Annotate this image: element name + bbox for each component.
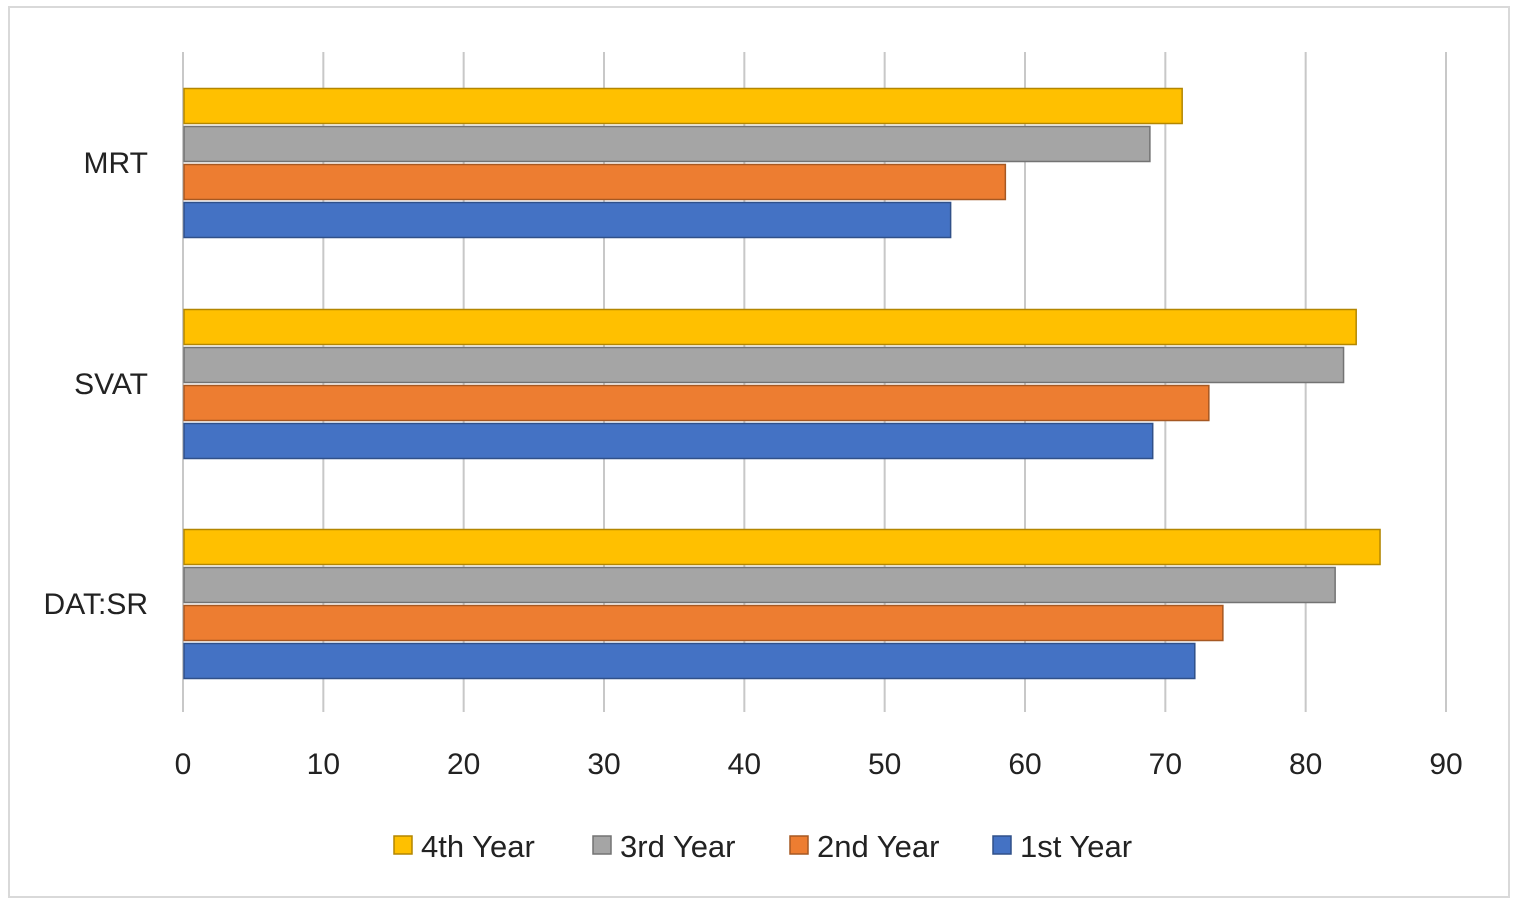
x-tick-label-10: 10 [307, 748, 340, 781]
bar-mrt-3rd-year [183, 125, 1151, 163]
x-tick-label-60: 60 [1008, 748, 1041, 781]
bar-mrt-2nd-year [183, 163, 1007, 201]
x-tick-label-50: 50 [868, 748, 901, 781]
x-axis-ticks: 0 10 20 30 40 50 60 70 80 90 [175, 748, 1463, 781]
category-label-dat-sr: DAT:SR [44, 588, 148, 621]
bar-svat-4th-year [183, 308, 1357, 346]
bar-dat-sr-3rd-year [183, 566, 1336, 604]
legend-swatch-2nd-year [789, 835, 809, 855]
bar-dat-sr-4th-year [183, 528, 1381, 566]
x-tick-label-70: 70 [1149, 748, 1182, 781]
bar-svat-1st-year [183, 422, 1154, 460]
x-tick-label-20: 20 [447, 748, 480, 781]
bar-mrt-4th-year [183, 87, 1183, 125]
legend-label-3rd-year: 3rd Year [620, 829, 736, 864]
bar-dat-sr-2nd-year [183, 604, 1224, 642]
bar-mrt-1st-year [183, 201, 952, 239]
legend-swatch-4th-year [393, 835, 413, 855]
category-label-mrt: MRT [84, 147, 148, 180]
legend: 4th Year 3rd Year 2nd Year 1st Year [393, 829, 1132, 864]
bar-svat-2nd-year [183, 384, 1210, 422]
bar-svat-3rd-year [183, 346, 1345, 384]
legend-swatch-3rd-year [592, 835, 612, 855]
x-tick-label-30: 30 [587, 748, 620, 781]
x-tick-label-80: 80 [1289, 748, 1322, 781]
category-label-svat: SVAT [74, 368, 148, 401]
bars [183, 87, 1381, 680]
bar-dat-sr-1st-year [183, 642, 1196, 680]
legend-swatch-1st-year [992, 835, 1012, 855]
legend-label-2nd-year: 2nd Year [817, 829, 939, 864]
y-axis-categories: MRT SVAT DAT:SR [44, 147, 148, 621]
legend-label-1st-year: 1st Year [1020, 829, 1132, 864]
x-tick-label-40: 40 [728, 748, 761, 781]
x-tick-label-0: 0 [175, 748, 192, 781]
legend-label-4th-year: 4th Year [421, 829, 535, 864]
x-tick-label-90: 90 [1429, 748, 1462, 781]
